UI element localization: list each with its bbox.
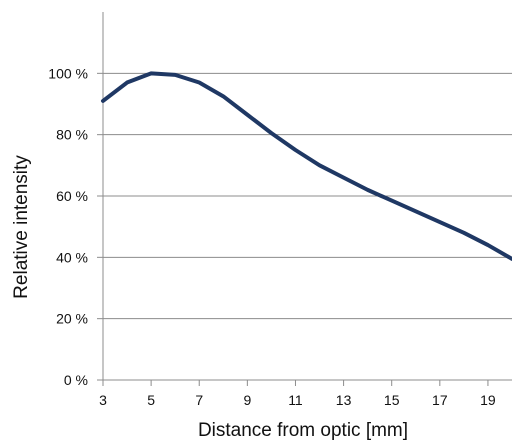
axes [97,12,512,386]
gridlines [103,72,512,320]
x-tick-labels: 3 5 7 9 11 13 15 17 19 [99,392,496,408]
x-tick-label: 3 [99,392,107,408]
x-tick-label: 13 [336,392,352,408]
series-line-0 [101,71,512,261]
x-tick-label: 7 [195,392,203,408]
y-tick-label: 60 % [56,188,88,204]
y-tick-label: 80 % [56,127,88,143]
x-tick-label: 17 [432,392,448,408]
y-tick-label: 40 % [56,249,88,265]
x-tick-label: 5 [147,392,155,408]
y-tick-label: 20 % [56,311,88,327]
x-tick-label: 19 [480,392,496,408]
y-tick-label: 100 % [48,65,88,81]
y-tick-label: 0 % [64,372,88,388]
series-group [101,71,512,261]
x-tick-label: 11 [288,392,303,408]
x-axis-title: Distance from optic [mm] [198,420,408,441]
y-tick-labels: 0 % 20 % 40 % 60 % 80 % 100 % [48,65,88,388]
x-tick-label: 9 [243,392,251,408]
y-axis-title: Relative intensity [11,155,32,299]
x-tick-label: 15 [384,392,400,408]
